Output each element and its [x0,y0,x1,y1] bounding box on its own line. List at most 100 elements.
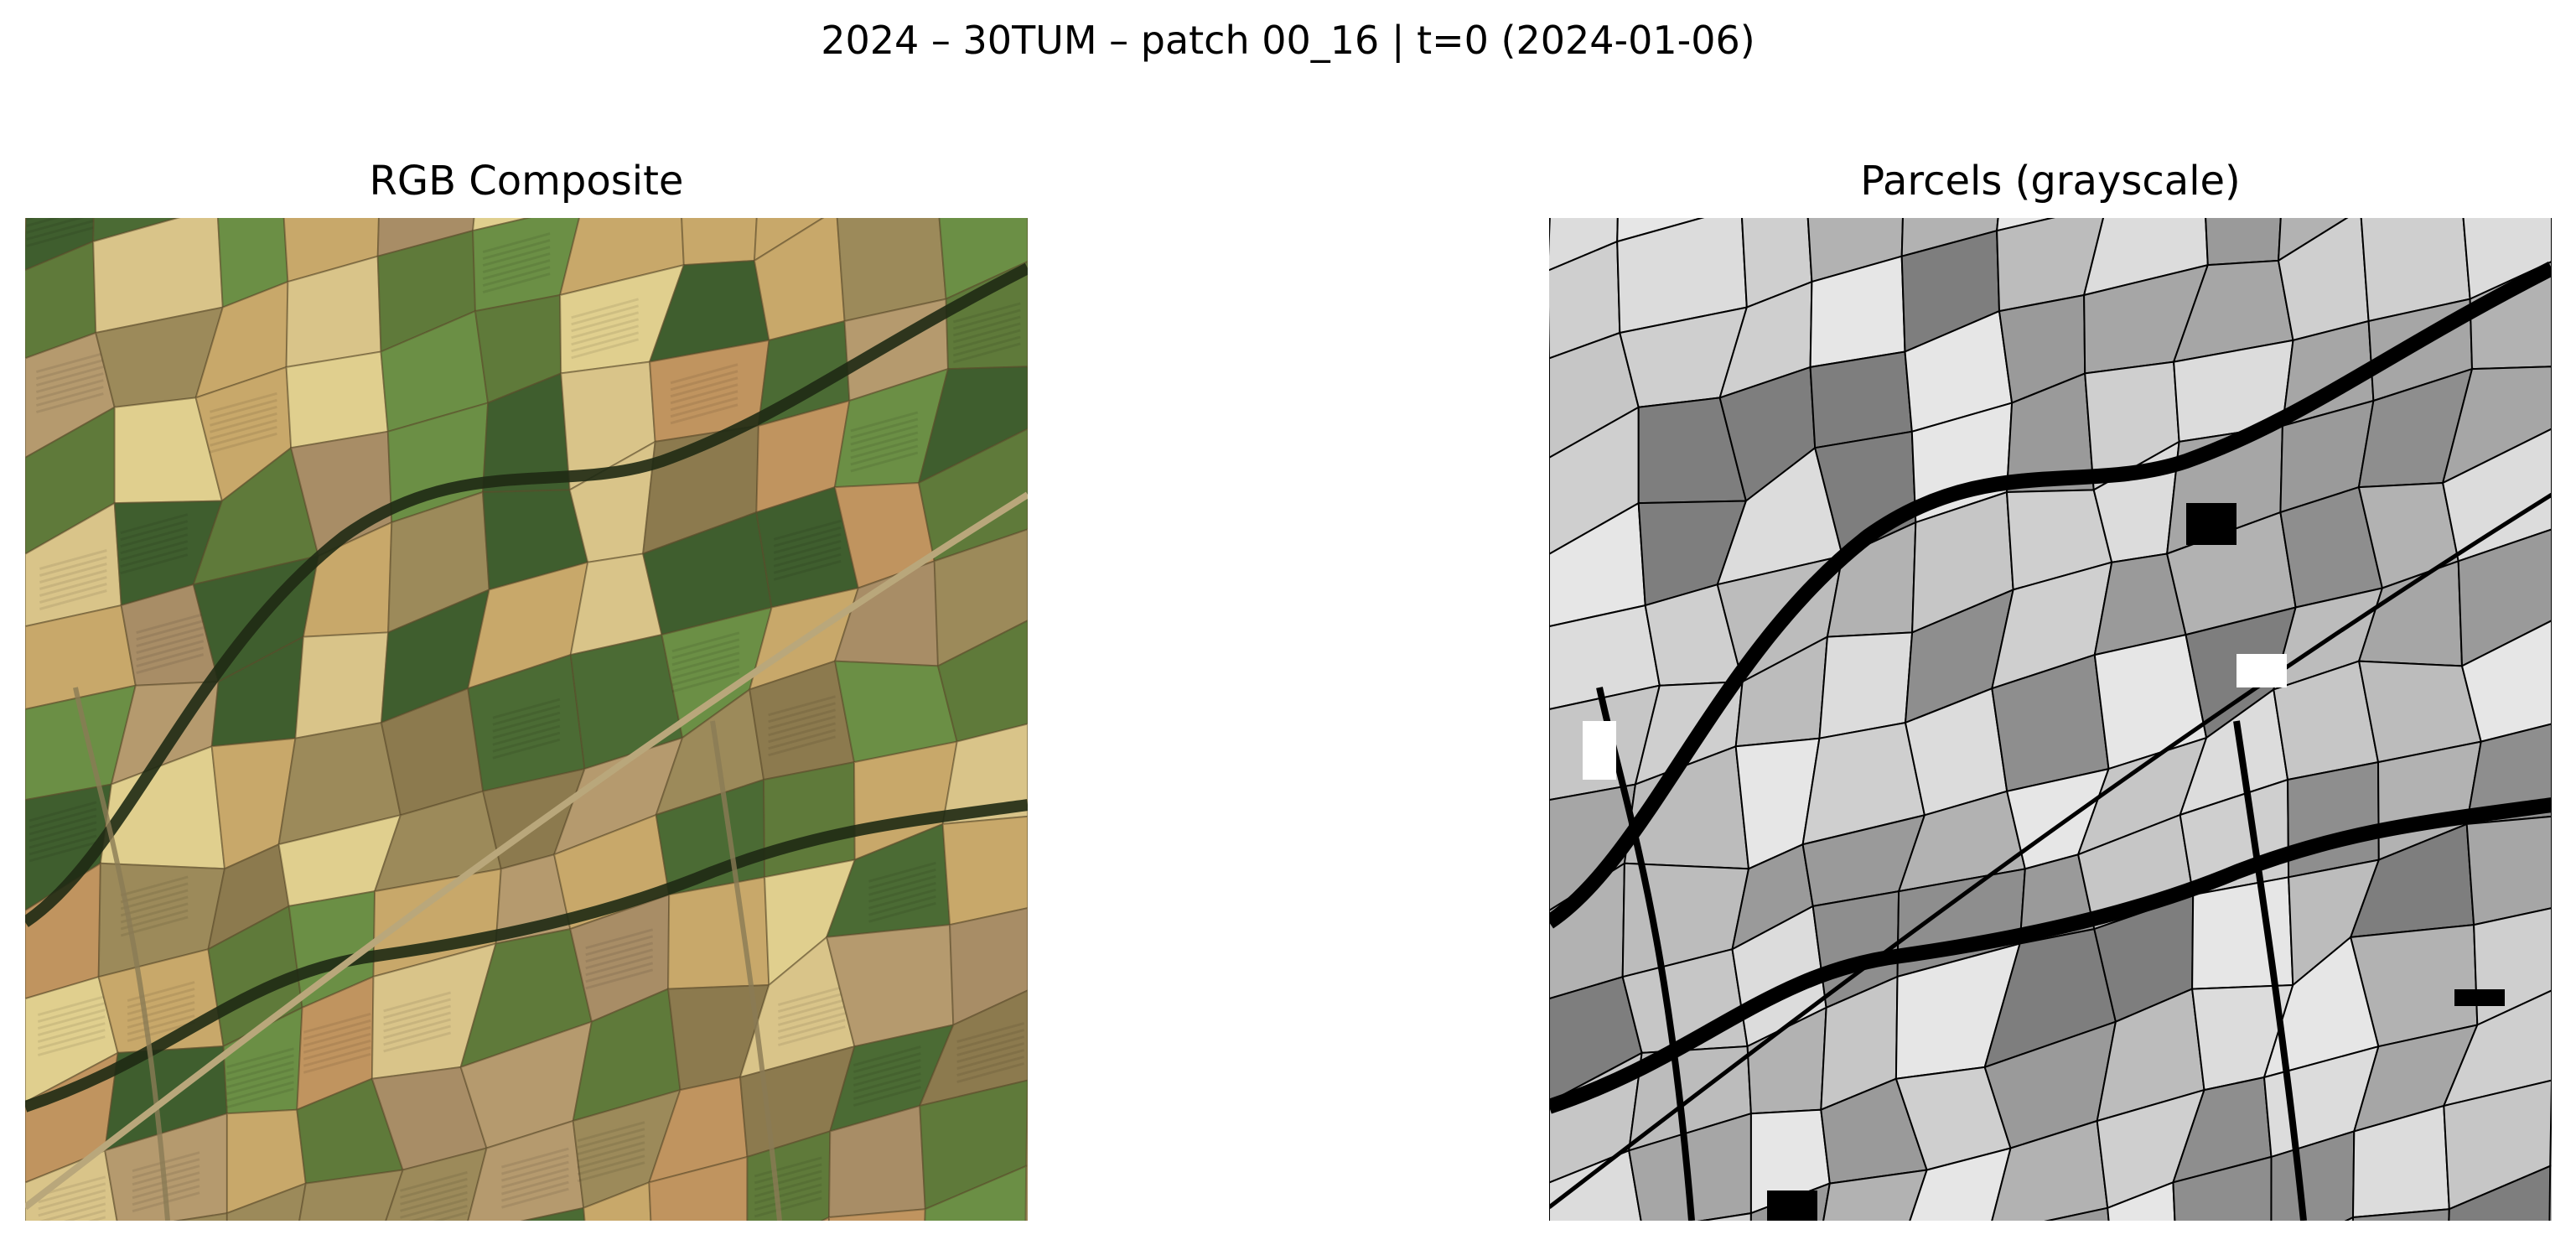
rgb-crop-row [120,875,189,897]
rgb-crop-row [956,1042,1025,1063]
rgb-crop-row [577,1121,645,1143]
figure-title: 2024 – 30TUM – patch 00_16 | t=0 (2024-0… [821,18,1755,63]
rgb-crop-row [768,735,837,757]
parcel-blob [1583,721,1616,780]
rgb-crop-row [952,322,1021,344]
rgb-crop-row [127,988,195,1009]
rgb-crop-row [37,1002,106,1024]
rgb-crop-row [303,1032,371,1054]
rgb-crop-row [37,995,106,1017]
rgb-field-parcel [25,1149,118,1221]
rgb-crop-row [853,1045,921,1067]
rgb-crop-row [39,589,107,610]
parcel-blob [2454,989,2505,1006]
rgb-crop-row [671,658,740,680]
rgb-crop-row [777,1019,846,1040]
rgb-crop-row [127,994,195,1016]
rgb-crop-row [226,1087,294,1109]
rgb-crop-row [136,646,205,668]
rgb-crop-row [226,1054,294,1076]
rgb-crop-row [868,895,936,916]
rgb-crop-row [670,376,739,398]
rgb-field-parcel [917,428,1028,563]
parcel-region [1697,1211,1752,1221]
rgb-crop-row [482,252,551,274]
rgb-crop-row [492,711,561,733]
rgb-crop-row [777,992,846,1014]
rgb-crop-row [773,539,842,561]
rgb-crop-row [400,1191,468,1212]
rgb-crop-row [303,1039,371,1061]
rgb-crop-row [773,559,842,581]
rgb-composite-image [25,218,1028,1221]
rgb-crop-row [37,1022,106,1044]
rgb-crop-row [952,342,1021,364]
rgb-crop-row [400,1177,468,1199]
rgb-crop-row [500,1180,569,1202]
rgb-crop-row [29,841,97,863]
rgb-crop-row [303,1052,371,1074]
parcel-region [2441,428,2552,563]
rgb-crop-row [773,552,842,574]
rgb-crop-row [120,553,189,575]
rgb-crop-row [383,991,452,1013]
rgb-crop-row [383,1011,452,1033]
rgb-crop-row [29,834,97,856]
rgb-crop-row [585,948,654,970]
rgb-crop-row [773,526,842,547]
parcel-region [2044,1206,2110,1221]
rgb-crop-row [35,379,104,401]
rgb-crop-row [127,1001,195,1023]
rgb-crop-row [26,219,95,241]
rgb-crop-row [120,902,189,924]
rgb-crop-row [571,311,640,333]
rgb-crop-row [433,1211,468,1221]
rgb-crop-row [226,1067,294,1089]
rgb-field-parcel [827,1208,926,1221]
parcels-grayscale-image [1549,218,2552,1221]
rgb-crop-row [37,1009,106,1030]
rgb-crop-row [768,695,837,717]
rgb-crop-row [577,1154,645,1176]
rgb-crop-row [500,1147,569,1169]
rgb-crop-row [754,1183,822,1205]
rgb-crop-row [492,731,561,753]
rgb-crop-row [127,981,195,1003]
rgb-crop-row [952,302,1021,324]
rgb-crop-row [38,1196,106,1217]
rgb-crop-row [492,698,561,719]
rgb-crop-row [400,1184,468,1206]
rgb-crop-row [777,999,846,1020]
rgb-crop-row [754,1176,822,1198]
rgb-crop-row [754,1190,822,1211]
parcel-region [1909,1147,2012,1221]
rgb-crop-row [39,576,107,597]
parcel-region [2465,815,2552,926]
rgb-crop-row [868,874,936,896]
rgb-crop-row [120,889,189,910]
rgb-crop-row [670,363,739,385]
rgb-crop-row [777,1005,846,1027]
rgb-crop-row [120,513,189,535]
rgb-crop-row [29,821,97,843]
rgb-crop-row [952,335,1021,357]
rgb-crop-row [136,613,205,635]
rgb-field-parcel [763,760,856,879]
rgb-crop-row [571,331,640,353]
rgb-crop-row [768,702,837,724]
rgb-crop-row [136,620,205,641]
parcel-region [2287,760,2380,879]
rgb-crop-row [482,239,551,261]
parcel-river-mask [1549,261,2552,929]
parcel-region [2465,723,2552,826]
rgb-crop-row [210,398,277,420]
rgb-crop-row [383,1004,452,1026]
rgb-crop-row [35,386,104,407]
rgb-crop-row [853,1079,921,1101]
rgb-crop-row [500,1160,569,1182]
rgb-field-parcel [681,218,758,267]
rgb-crop-row [850,451,919,473]
rgb-crop-row [39,583,107,604]
rgb-field-parcel [945,260,1028,371]
rgb-crop-row [671,672,740,693]
